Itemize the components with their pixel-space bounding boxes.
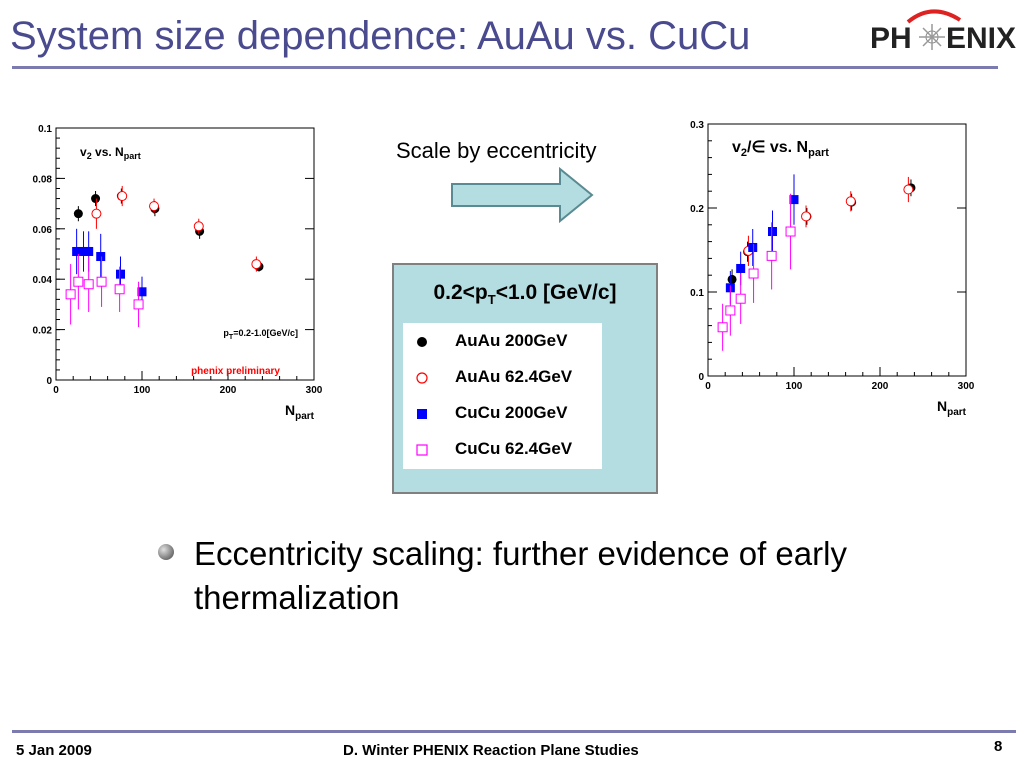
legend-entry-auau-200: AuAu 200GeV — [403, 327, 602, 357]
bullet-text: Eccentricity scaling: further evidence o… — [194, 535, 847, 616]
data-point-cucu-62 — [114, 284, 125, 295]
legend-entry-cucu-200: CuCu 200GeV — [403, 399, 602, 429]
x-tick-label: 0 — [705, 381, 711, 392]
data-point-cucu-62 — [73, 276, 84, 287]
legend-entries: AuAu 200GeV AuAu 62.4GeV CuCu 200GeV CuC… — [403, 323, 602, 469]
filled-square-marker-icon — [417, 409, 427, 419]
y-tick-label: 0.02 — [33, 326, 53, 337]
legend-label: AuAu 200GeV — [455, 331, 568, 350]
x-tick-label: 100 — [786, 381, 803, 392]
data-point-auau-62 — [903, 184, 914, 195]
panel-label: v2 vs. Npart — [80, 145, 141, 161]
footer-divider — [12, 730, 1016, 733]
data-point-cucu-62 — [83, 279, 94, 290]
data-point-auau-62 — [149, 201, 160, 212]
x-axis-label: Npart — [285, 402, 315, 422]
footer-title: D. Winter PHENIX Reaction Plane Studies — [343, 742, 639, 759]
data-point-cucu-200 — [748, 242, 758, 252]
data-point-auau-62 — [251, 259, 262, 270]
data-point-cucu-200 — [116, 269, 125, 279]
svg-text:ENIX: ENIX — [946, 22, 1016, 55]
data-point-cucu-62 — [96, 276, 107, 287]
v2-over-eccentricity-chart: 0 0.1 0.2 0.3 0 100 200 300 Npart v2/∈ vs. Npart — [690, 120, 975, 418]
data-point-auau-62 — [117, 191, 128, 202]
data-point-cucu-62 — [725, 305, 736, 316]
legend-title: 0.2<pT<1.0 [GeV/c] — [433, 281, 617, 308]
data-point-auau-200 — [73, 209, 83, 219]
data-point-auau-200 — [91, 194, 101, 204]
x-tick-label: 200 — [220, 385, 237, 396]
scale-by-eccentricity-label: Scale by eccentricity — [396, 138, 597, 163]
legend-entry-auau-62: AuAu 62.4GeV — [403, 363, 602, 393]
open-circle-marker-icon — [416, 372, 428, 384]
title-underline — [12, 66, 998, 69]
bullet-icon — [158, 544, 174, 560]
data-point-cucu-62 — [717, 322, 728, 333]
y-tick-label: 0 — [698, 372, 704, 383]
filled-circle-marker-icon — [417, 337, 427, 347]
data-point-cucu-200 — [96, 252, 106, 262]
legend-entry-cucu-62: CuCu 62.4GeV — [403, 435, 602, 465]
data-point-auau-200 — [727, 274, 737, 284]
preliminary-annotation: phenix preliminary — [191, 366, 280, 377]
svg-text:PH: PH — [870, 22, 912, 55]
right-arrow-icon — [451, 166, 594, 224]
x-tick-label: 300 — [306, 385, 323, 396]
x-axis-label: Npart — [937, 398, 967, 418]
data-point-cucu-200 — [736, 263, 746, 273]
y-tick-label: 0.2 — [690, 204, 704, 215]
data-point-cucu-200 — [789, 195, 799, 205]
y-tick-label: 0.04 — [33, 275, 53, 286]
footer-date: 5 Jan 2009 — [16, 742, 92, 759]
data-point-auau-62 — [193, 221, 204, 232]
legend-box: 0.2<pT<1.0 [GeV/c] AuAu 200GeV AuAu 62.4… — [392, 263, 658, 494]
data-point-cucu-200 — [137, 287, 147, 297]
data-point-cucu-200 — [768, 227, 777, 237]
data-point-cucu-200 — [84, 246, 94, 256]
y-tick-label: 0.08 — [33, 174, 53, 185]
phoenix-burst-icon — [919, 24, 945, 50]
phenix-logo: PH ENIX — [870, 9, 1016, 55]
data-point-cucu-200 — [72, 246, 82, 256]
legend-label: CuCu 62.4GeV — [455, 439, 573, 458]
data-point-auau-62 — [801, 211, 812, 222]
y-tick-label: 0 — [46, 376, 52, 387]
x-tick-label: 0 — [53, 385, 59, 396]
data-point-cucu-62 — [65, 289, 76, 300]
data-point-cucu-62 — [766, 250, 777, 261]
x-tick-label: 300 — [958, 381, 975, 392]
plot-frame — [707, 123, 967, 377]
y-tick-label: 0.06 — [33, 225, 53, 236]
data-point-cucu-62 — [735, 293, 746, 304]
plot-frame — [55, 127, 315, 381]
data-point-cucu-62 — [785, 226, 796, 237]
data-point-cucu-62 — [748, 268, 759, 279]
panel-label: v2/∈ vs. Npart — [732, 139, 829, 159]
y-tick-label: 0.1 — [690, 288, 704, 299]
v2-vs-npart-chart: 0 0.02 0.04 0.06 0.08 0.1 0 100 200 300 Npart v2 vs… — [33, 124, 323, 422]
data-point-cucu-62 — [133, 299, 144, 310]
y-tick-label: 0.3 — [690, 120, 704, 131]
slide-title: System size dependence: AuAu vs. CuCu — [10, 14, 751, 58]
page-number: 8 — [994, 738, 1003, 755]
y-tick-label: 0.1 — [38, 124, 52, 135]
data-point-auau-62 — [845, 196, 856, 207]
legend-label: AuAu 62.4GeV — [455, 367, 573, 386]
x-tick-label: 200 — [872, 381, 889, 392]
data-point-auau-62 — [91, 208, 102, 219]
legend-label: CuCu 200GeV — [455, 403, 568, 422]
x-tick-label: 100 — [134, 385, 151, 396]
open-square-marker-icon — [416, 444, 428, 456]
data-point-cucu-200 — [79, 246, 89, 256]
pt-range-annotation: pT=0.2-1.0[GeV/c] — [223, 328, 298, 341]
